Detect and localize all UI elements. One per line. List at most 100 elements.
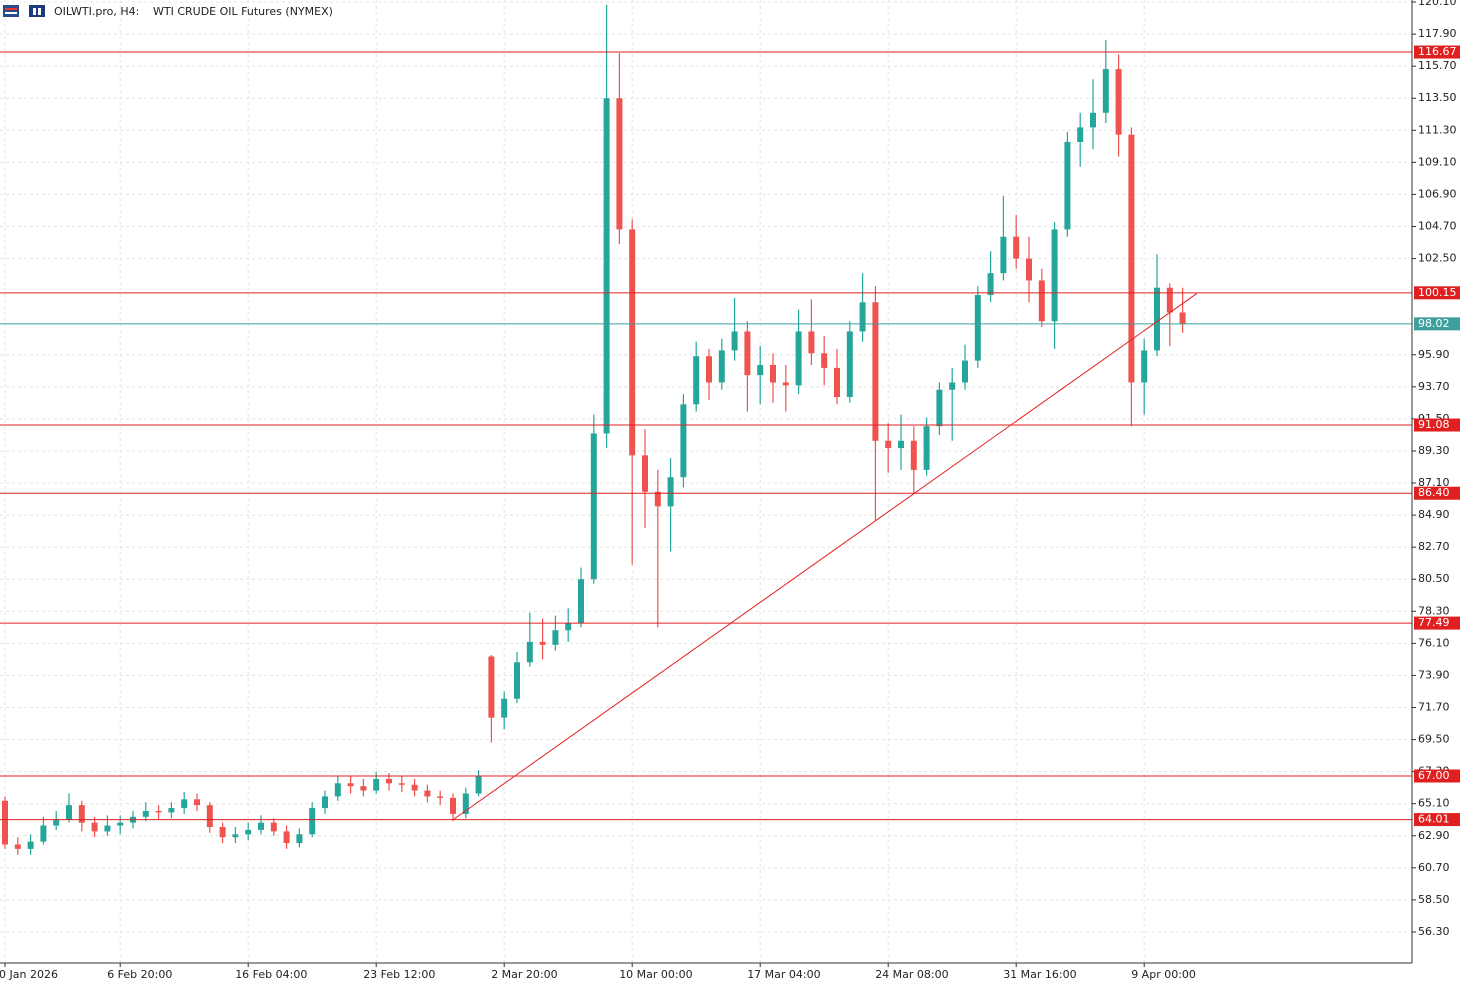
y-tick-label: 78.30 xyxy=(1418,604,1450,617)
candle-body xyxy=(1141,350,1148,383)
y-tick-label: 69.50 xyxy=(1418,733,1450,746)
candle-body xyxy=(616,98,623,230)
y-tick-label: 117.90 xyxy=(1418,27,1457,40)
broker-icon xyxy=(29,5,45,17)
level-tag xyxy=(1414,286,1460,300)
y-tick-label: 71.70 xyxy=(1418,700,1450,713)
candle-body xyxy=(1077,127,1084,142)
candle-body xyxy=(66,805,72,820)
candle-body xyxy=(373,778,380,791)
candle-body xyxy=(859,302,866,332)
x-tick-label: 9 Apr 00:00 xyxy=(1131,968,1196,981)
candle-body xyxy=(590,433,597,580)
x-tick-label: 2 Mar 20:00 xyxy=(491,968,557,981)
candle-body xyxy=(168,808,175,813)
candle-body xyxy=(514,662,520,699)
y-tick-label: 62.90 xyxy=(1418,829,1450,842)
y-tick-label: 95.90 xyxy=(1418,348,1450,361)
candle-body xyxy=(142,810,149,817)
y-tick-label: 106.90 xyxy=(1418,187,1457,200)
y-tick-label: 60.70 xyxy=(1418,861,1450,874)
y-tick-label: 111.30 xyxy=(1418,123,1457,136)
candle-body xyxy=(347,783,354,787)
candle-body xyxy=(962,360,968,383)
candle-body xyxy=(475,775,482,794)
candle-body xyxy=(1064,141,1071,230)
candle-body xyxy=(398,783,405,785)
x-tick-label: 23 Feb 12:00 xyxy=(363,968,435,981)
level-tag-label: 100.15 xyxy=(1418,286,1457,299)
candle-body xyxy=(885,440,892,449)
x-tick-label: 16 Feb 04:00 xyxy=(235,968,307,981)
x-tick-label: 30 Jan 2026 xyxy=(0,968,58,981)
candle-body xyxy=(437,796,444,798)
level-tag-label: 67.00 xyxy=(1418,769,1450,782)
candle-body xyxy=(53,819,60,826)
candle-body xyxy=(462,793,469,814)
candle-body xyxy=(117,822,124,826)
candle-body xyxy=(104,825,111,832)
candle-body xyxy=(910,440,917,470)
candle-body xyxy=(245,829,252,835)
level-tag-label: 116.67 xyxy=(1418,45,1457,58)
candle-body xyxy=(1013,236,1020,259)
candle-body xyxy=(526,641,533,663)
level-tag xyxy=(1414,813,1460,827)
candle-body xyxy=(450,797,456,814)
candle-body xyxy=(782,382,789,386)
candle-body xyxy=(360,786,367,791)
candle-body xyxy=(949,382,956,390)
candle-body xyxy=(1038,280,1045,322)
candle-body xyxy=(424,790,431,797)
y-tick-label: 80.50 xyxy=(1418,572,1450,585)
candle-body xyxy=(923,426,930,470)
symbol-icon-stripe xyxy=(5,12,17,14)
y-tick-label: 93.70 xyxy=(1418,380,1450,393)
candle-body xyxy=(757,364,764,376)
candle-body xyxy=(974,295,981,361)
symbol-description: WTI CRUDE OIL Futures (NYMEX) xyxy=(153,5,333,18)
candle-body xyxy=(872,302,879,441)
candle-body xyxy=(334,783,341,797)
candle-body xyxy=(578,579,584,623)
candle-body xyxy=(27,841,34,849)
candle-body xyxy=(1115,69,1122,135)
x-tick-label: 31 Mar 16:00 xyxy=(1003,968,1076,981)
candle-body xyxy=(219,827,226,838)
level-tag-label: 86.40 xyxy=(1418,486,1450,499)
candle-body xyxy=(539,641,546,645)
candle-body xyxy=(654,491,661,507)
y-tick-label: 109.10 xyxy=(1418,155,1457,168)
symbol-icon xyxy=(3,5,19,17)
candle-body xyxy=(309,808,316,835)
candle-body xyxy=(693,356,700,405)
y-tick-label: 82.70 xyxy=(1418,540,1450,553)
candle-body xyxy=(78,805,85,823)
candle-body xyxy=(936,389,943,427)
candle-body xyxy=(667,477,674,507)
candle-body xyxy=(834,367,840,398)
candle-body xyxy=(232,834,239,838)
candle-body xyxy=(155,810,162,813)
candle-body xyxy=(194,799,200,806)
candle-body xyxy=(322,796,328,809)
candle-body xyxy=(718,350,725,383)
candle-body xyxy=(603,98,610,434)
candle-body xyxy=(731,331,738,351)
current-price-label: 98.02 xyxy=(1418,317,1450,330)
candle-body xyxy=(488,656,495,718)
x-tick-label: 6 Feb 20:00 xyxy=(107,968,172,981)
y-tick-label: 56.30 xyxy=(1418,925,1450,938)
candle-body xyxy=(258,822,264,830)
candle-body xyxy=(642,455,648,492)
candle-body xyxy=(1051,229,1058,322)
y-tick-label: 76.10 xyxy=(1418,636,1450,649)
level-tag xyxy=(1414,418,1460,432)
level-tag-label: 64.01 xyxy=(1418,813,1450,826)
y-tick-label: 65.10 xyxy=(1418,797,1450,810)
candle-body xyxy=(1102,69,1109,113)
candle-body xyxy=(2,800,8,845)
candle-body xyxy=(770,364,776,383)
